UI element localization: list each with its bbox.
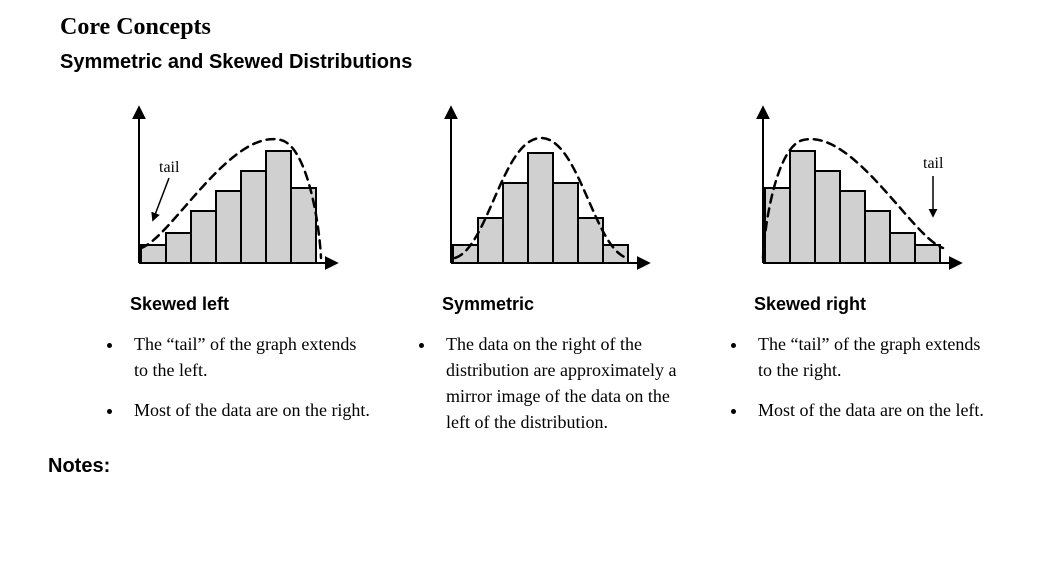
histogram-svg-right: tail [745, 98, 975, 278]
histogram-label-right: Skewed right [754, 294, 996, 315]
description-list-center: The data on the right of the distributio… [412, 331, 684, 435]
description-item: The “tail” of the graph extends to the l… [124, 331, 372, 383]
notes-heading: Notes: [48, 455, 996, 478]
page-subheading: Symmetric and Skewed Distributions [60, 51, 996, 74]
histogram-label-left: Skewed left [130, 294, 372, 315]
column-skewed-right: tail Skewed right The “tail” of the grap… [724, 98, 996, 449]
core-concepts-heading: Core Concepts [60, 14, 996, 41]
description-item: Most of the data are on the right. [124, 397, 372, 423]
description-item: Most of the data are on the left. [748, 397, 996, 423]
histogram-svg-left: tail [121, 98, 351, 278]
histogram-symmetric [412, 98, 684, 288]
histogram-skewed-left: tail [100, 98, 372, 288]
column-skewed-left: tail Skewed left The “tail” of the graph… [100, 98, 372, 449]
column-symmetric: Symmetric The data on the right of the d… [412, 98, 684, 449]
description-item: The “tail” of the graph extends to the r… [748, 331, 996, 383]
histogram-label-center: Symmetric [442, 294, 684, 315]
description-list-left: The “tail” of the graph extends to the l… [100, 331, 372, 423]
description-item: The data on the right of the distributio… [436, 331, 684, 435]
histogram-svg-center [433, 98, 663, 278]
histogram-skewed-right: tail [724, 98, 996, 288]
distribution-columns: tail Skewed left The “tail” of the graph… [100, 98, 996, 449]
tail-label: tail [923, 155, 944, 172]
description-list-right: The “tail” of the graph extends to the r… [724, 331, 996, 423]
page-root: Core Concepts Symmetric and Skewed Distr… [0, 0, 1056, 478]
tail-label: tail [159, 159, 180, 176]
